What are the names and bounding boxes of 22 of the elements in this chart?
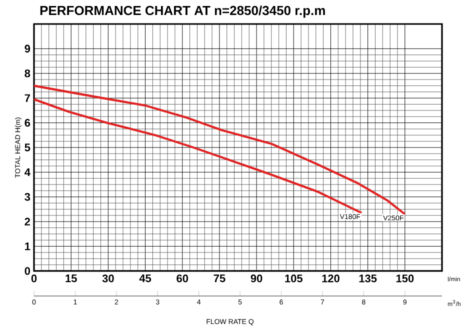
x-tick-label: 90 — [250, 274, 262, 282]
y-tick-label: 5 — [24, 144, 30, 152]
x-tick-label: 45 — [139, 274, 152, 282]
x-tick-label: 15 — [66, 274, 77, 282]
x-tick-label: 60 — [176, 274, 188, 282]
y-tick-label: 9 — [24, 44, 30, 53]
y-tick-label: 2 — [24, 218, 30, 226]
y-tick-label: 7 — [24, 94, 30, 102]
chart-title: PERFORMANCE CHART AT n=2850/3450 r.p.m — [40, 6, 325, 18]
y-tick-label: 6 — [24, 118, 30, 127]
x-tick-label: 135 — [359, 274, 377, 282]
y-tick-label: 8 — [24, 70, 30, 78]
x-tick-label: 75 — [214, 274, 226, 282]
x-tick-label: 120 — [322, 274, 340, 282]
x-tick-label: 30 — [102, 274, 114, 282]
x-tick-label: 0 — [31, 274, 37, 282]
y-tick-label: 1 — [25, 242, 30, 250]
x-tick-label: 150 — [396, 274, 414, 282]
x-tick-label: 105 — [285, 274, 302, 282]
y-tick-label: 4 — [24, 168, 30, 176]
y-tick-label: 3 — [24, 193, 30, 201]
y-tick-label: 0 — [24, 267, 30, 275]
